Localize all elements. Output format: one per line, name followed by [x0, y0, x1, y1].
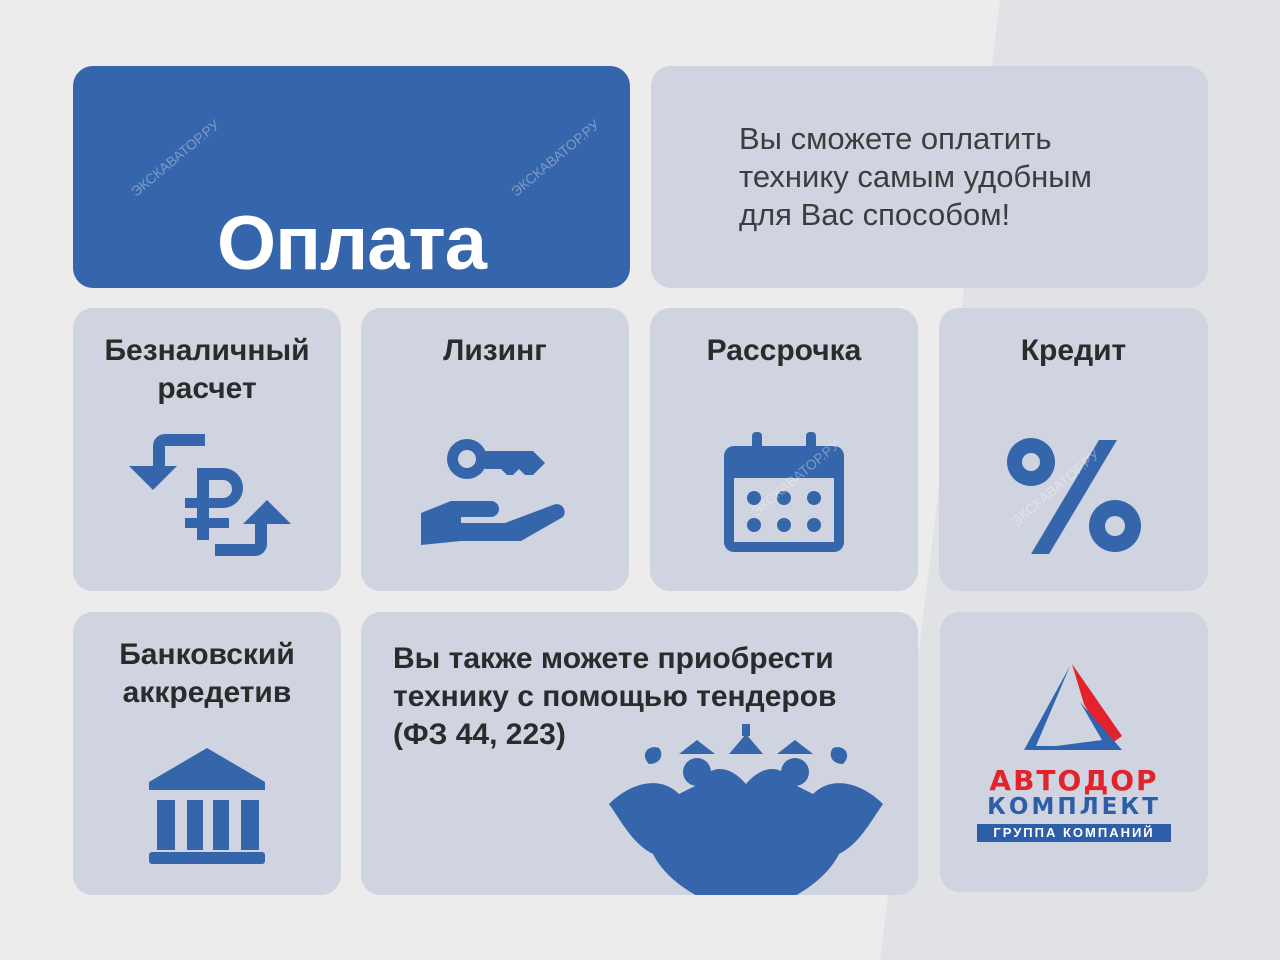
logo-line2: КОМПЛЕКТ: [987, 794, 1161, 820]
logo-line3: ГРУППА КОМПАНИЙ: [977, 824, 1171, 842]
method-label: Рассрочка: [706, 334, 862, 367]
tender-card: Вы также можете приобрести технику с пом…: [361, 612, 918, 895]
logo-card: АВТОДОР КОМПЛЕКТ ГРУППА КОМПАНИЙ: [940, 612, 1208, 892]
method-label: Лизинг: [443, 334, 547, 367]
double-headed-eagle-icon: [609, 724, 883, 895]
method-label: Банковский аккредетив: [119, 638, 295, 709]
calendar-icon: [724, 432, 844, 552]
logo-line1: АВТОДОР: [989, 764, 1159, 797]
method-card-installment: Рассрочка: [650, 308, 918, 591]
method-card-leasing: Лизинг: [361, 308, 629, 591]
intro-card: Вы сможете оплатить технику самым удобны…: [651, 66, 1208, 288]
percent-icon: [1007, 438, 1141, 554]
method-card-cashless: Безналичный расчет: [73, 308, 341, 591]
title-card: Оплата: [73, 66, 630, 288]
tender-text: Вы также можете приобрести технику с пом…: [393, 642, 837, 751]
page-title: Оплата: [216, 201, 487, 286]
method-label: Кредит: [1020, 334, 1127, 367]
company-logo-triangle: [1024, 664, 1122, 750]
intro-text: Вы сможете оплатить технику самым удобны…: [739, 121, 1092, 232]
bank-icon: [149, 748, 265, 864]
method-label: Безналичный расчет: [104, 334, 310, 405]
hand-key-icon: [421, 439, 565, 545]
ruble-exchange-icon: [129, 434, 291, 556]
method-card-letter-of-credit: Банковский аккредетив: [73, 612, 341, 895]
method-card-credit: Кредит: [939, 308, 1208, 591]
